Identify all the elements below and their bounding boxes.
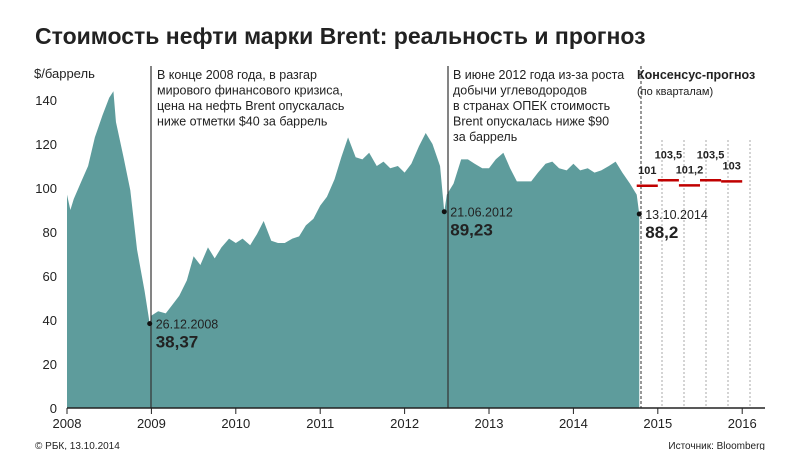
forecast-label: 101 — [638, 165, 656, 177]
annotation-date: 21.06.2012 — [450, 206, 513, 220]
y-tick-label: 40 — [43, 313, 57, 328]
y-tick-label: 20 — [43, 357, 57, 372]
forecast-label: 101,2 — [676, 164, 704, 176]
x-tick-label: 2016 — [728, 416, 757, 431]
x-tick-label: 2009 — [137, 416, 166, 431]
y-tick-label: 0 — [50, 401, 57, 416]
annotation-date: 13.10.2014 — [645, 208, 708, 222]
x-tick-label: 2008 — [53, 416, 82, 431]
annotation-value: 38,37 — [156, 333, 199, 352]
forecast-title: Консенсус-прогноз — [637, 68, 755, 82]
forecast-label: 103,5 — [697, 149, 725, 161]
y-tick-label: 60 — [43, 269, 57, 284]
note-text: В июне 2012 года из-за роста — [453, 68, 624, 82]
note-text: ниже отметки $40 за баррель — [157, 115, 327, 129]
annotation-dot — [441, 209, 447, 215]
x-tick-label: 2014 — [559, 416, 588, 431]
annotation-date: 26.12.2008 — [156, 318, 219, 332]
y-tick-label: 100 — [35, 181, 57, 196]
annotation-value: 89,23 — [450, 221, 493, 240]
forecast-subtitle: (по кварталам) — [637, 86, 713, 98]
source: Источник: Bloomberg — [668, 441, 765, 450]
note-text: за баррель — [453, 130, 517, 144]
annotation-dot — [147, 321, 153, 327]
annotation-dot — [636, 211, 642, 217]
note-text: в странах ОПЕК стоимость — [453, 99, 610, 113]
note-text: В конце 2008 года, в разгар — [157, 68, 317, 82]
credit: © РБК, 13.10.2014 — [35, 441, 120, 450]
note-text: мирового финансового кризиса, — [157, 84, 343, 98]
forecast-label: 103,5 — [655, 149, 683, 161]
x-tick-label: 2011 — [306, 416, 334, 431]
area — [67, 91, 640, 408]
note-text: Brent опускалась ниже $90 — [453, 115, 609, 129]
forecast-label: 103 — [722, 160, 740, 172]
y-tick-label: 120 — [35, 137, 57, 152]
x-tick-label: 2012 — [390, 416, 419, 431]
annotation-value: 88,2 — [645, 223, 678, 242]
x-tick-label: 2015 — [643, 416, 672, 431]
note-text: добычи углеводородов — [453, 84, 587, 98]
y-tick-label: 80 — [43, 225, 57, 240]
note-text: цена на нефть Brent опускалась — [157, 99, 344, 113]
y-axis-label: $/баррель — [34, 66, 95, 81]
chart-title: Стоимость нефти марки Brent: реальность … — [35, 23, 646, 49]
x-tick-label: 2013 — [475, 416, 504, 431]
x-tick-label: 2010 — [221, 416, 250, 431]
y-tick-label: 140 — [35, 93, 57, 108]
